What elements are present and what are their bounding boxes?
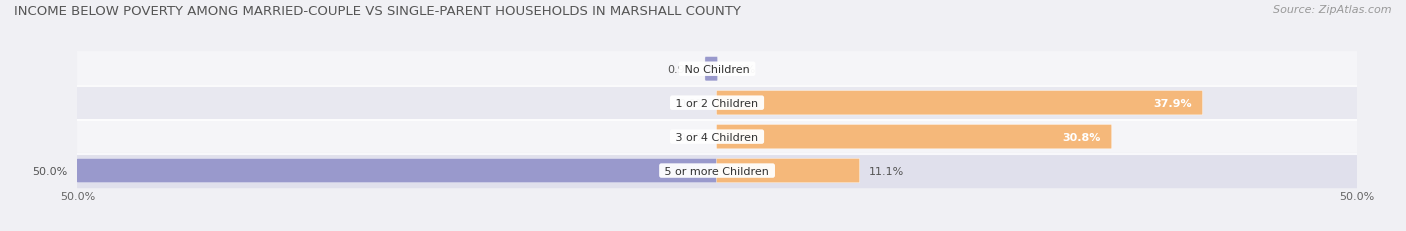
Text: 37.9%: 37.9% bbox=[1153, 98, 1192, 108]
Text: 0.0%: 0.0% bbox=[727, 64, 755, 74]
FancyBboxPatch shape bbox=[77, 119, 1357, 155]
Text: 5 or more Children: 5 or more Children bbox=[661, 166, 773, 176]
Text: 0.0%: 0.0% bbox=[679, 132, 707, 142]
Text: 1 or 2 Children: 1 or 2 Children bbox=[672, 98, 762, 108]
Text: No Children: No Children bbox=[681, 64, 754, 74]
Text: 0.0%: 0.0% bbox=[679, 98, 707, 108]
Text: 3 or 4 Children: 3 or 4 Children bbox=[672, 132, 762, 142]
FancyBboxPatch shape bbox=[704, 57, 717, 82]
FancyBboxPatch shape bbox=[717, 91, 1202, 116]
Text: 50.0%: 50.0% bbox=[32, 166, 67, 176]
Text: 0.9%: 0.9% bbox=[666, 64, 696, 74]
Text: 30.8%: 30.8% bbox=[1063, 132, 1101, 142]
FancyBboxPatch shape bbox=[77, 153, 1357, 188]
FancyBboxPatch shape bbox=[77, 52, 1357, 87]
FancyBboxPatch shape bbox=[717, 159, 859, 183]
Text: 11.1%: 11.1% bbox=[869, 166, 904, 176]
Text: INCOME BELOW POVERTY AMONG MARRIED-COUPLE VS SINGLE-PARENT HOUSEHOLDS IN MARSHAL: INCOME BELOW POVERTY AMONG MARRIED-COUPL… bbox=[14, 5, 741, 18]
Text: Source: ZipAtlas.com: Source: ZipAtlas.com bbox=[1274, 5, 1392, 15]
FancyBboxPatch shape bbox=[717, 125, 1112, 149]
FancyBboxPatch shape bbox=[77, 159, 717, 183]
FancyBboxPatch shape bbox=[77, 86, 1357, 121]
